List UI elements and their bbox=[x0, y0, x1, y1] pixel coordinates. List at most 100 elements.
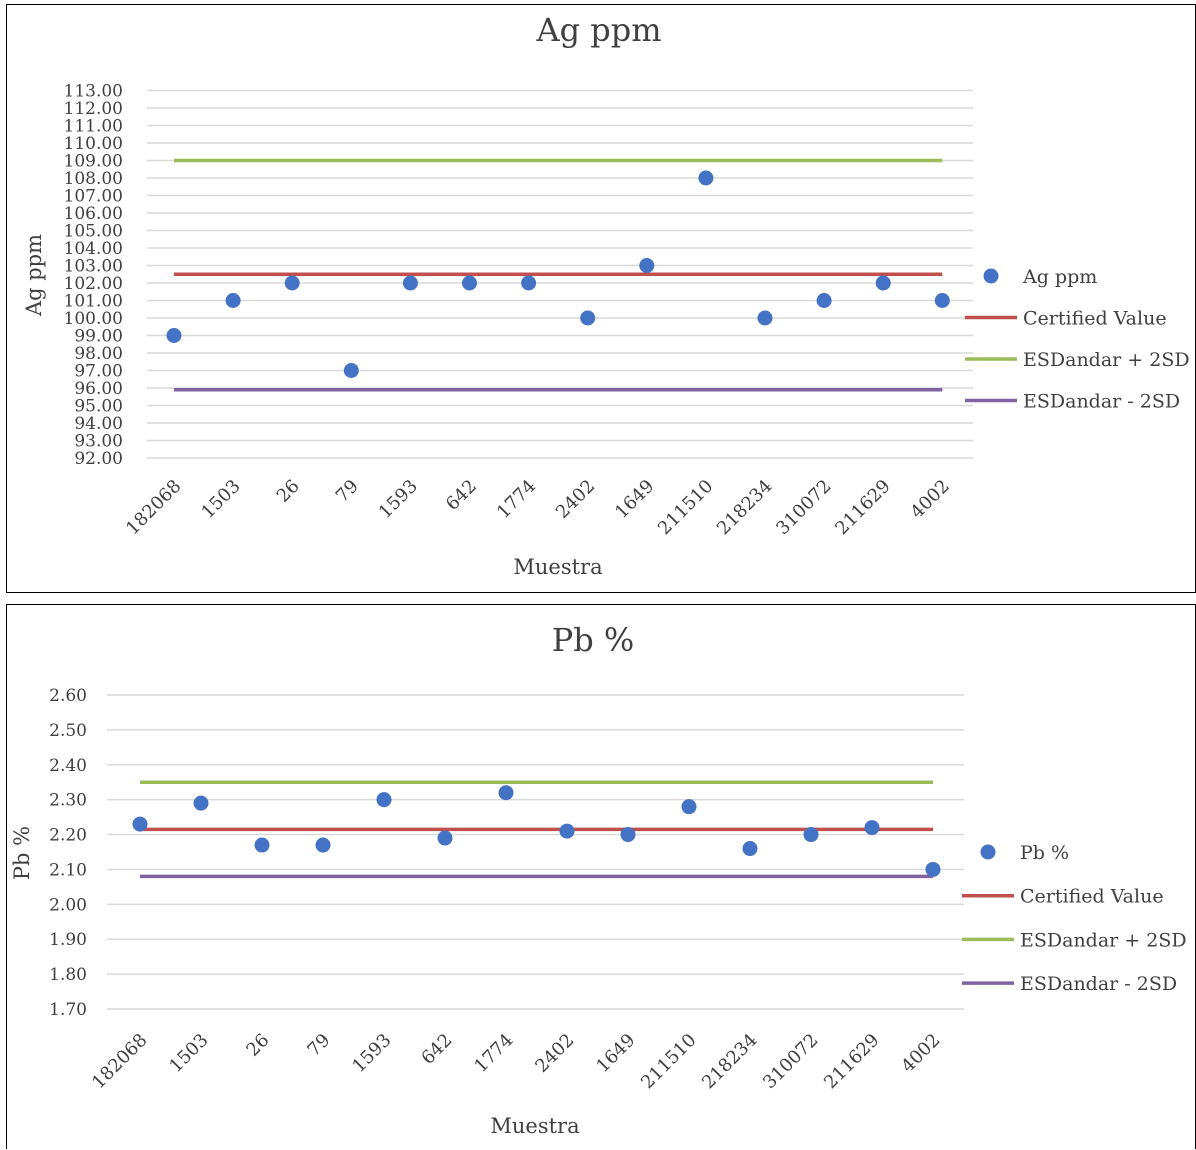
data-point bbox=[254, 837, 270, 853]
chart-title: Ag ppm bbox=[535, 11, 661, 49]
y-tick-label: 1.90 bbox=[49, 930, 87, 950]
x-tick-label: 310072 bbox=[759, 1030, 822, 1093]
data-point bbox=[803, 827, 819, 843]
data-point bbox=[193, 795, 209, 811]
y-axis-title: Ag ppm bbox=[22, 234, 46, 317]
ag-ppm-chart-panel: Ag ppm Ag ppm Muestra 92.00 93.00 94.00 95.… bbox=[6, 4, 1196, 593]
x-tick-label: 642 bbox=[417, 1030, 456, 1069]
y-tick-label: 2.50 bbox=[49, 721, 87, 741]
ag-ppm-chart: Ag ppm Ag ppm Muestra 92.0093.0094.0095.… bbox=[22, 11, 1190, 579]
data-point bbox=[816, 293, 832, 308]
data-point bbox=[559, 823, 575, 839]
x-tick-label: 79 bbox=[303, 1030, 334, 1061]
y-tick-label: 2.00 bbox=[49, 895, 87, 915]
y-tick-label: 102.00 bbox=[64, 274, 123, 294]
data-point bbox=[757, 310, 773, 326]
data-point bbox=[284, 275, 300, 291]
y-tick-label: 97.00 bbox=[74, 362, 123, 382]
data-point bbox=[639, 258, 655, 273]
y-tick-label: 106.00 bbox=[64, 204, 123, 224]
x-axis-title: Muestra bbox=[513, 555, 602, 579]
data-point bbox=[132, 816, 148, 832]
y-tick-label: 2.60 bbox=[49, 686, 87, 706]
data-point bbox=[166, 328, 182, 343]
x-tick-label: 218234 bbox=[713, 476, 776, 539]
data-point bbox=[580, 310, 596, 326]
y-tick-label: 103.00 bbox=[64, 257, 123, 277]
y-tick-label: 99.00 bbox=[74, 327, 123, 347]
data-point bbox=[225, 293, 241, 308]
data-point bbox=[343, 363, 359, 378]
x-tick-label: 211510 bbox=[637, 1030, 700, 1093]
data-point bbox=[925, 861, 941, 877]
data-point bbox=[462, 275, 477, 291]
data-point bbox=[376, 792, 392, 808]
y-tick-label: 104.00 bbox=[64, 239, 123, 259]
y-tick-label: 110.00 bbox=[64, 134, 123, 154]
x-tick-label: 1593 bbox=[375, 476, 422, 523]
x-tick-label: 1649 bbox=[592, 1030, 639, 1077]
legend-label: Certified Value bbox=[1023, 308, 1167, 330]
legend-marker bbox=[980, 844, 996, 860]
x-tick-label: 26 bbox=[273, 476, 304, 507]
y-tick-label: 1.70 bbox=[49, 1000, 87, 1020]
x-tick-label: 2402 bbox=[552, 476, 599, 523]
chart-title: Pb % bbox=[552, 621, 635, 659]
x-tick-label: 1593 bbox=[348, 1030, 395, 1077]
y-tick-label: 107.00 bbox=[64, 187, 123, 207]
data-point bbox=[402, 275, 418, 291]
x-tick-label: 310072 bbox=[772, 476, 835, 539]
x-tick-label: 211510 bbox=[654, 476, 717, 539]
y-tick-label: 94.00 bbox=[74, 414, 123, 434]
data-point bbox=[934, 293, 950, 308]
pb-percent-chart: Pb % Pb % Muestra 1.70 1.80 1.90 2.00 2.10 2.… bbox=[10, 621, 1187, 1138]
pb-percent-chart-panel: Pb % Pb % Muestra 1.70 1.80 1.90 2.00 2.10 2.… bbox=[6, 604, 1196, 1149]
y-tick-label: 109.00 bbox=[64, 152, 123, 172]
x-tick-label: 182068 bbox=[122, 476, 185, 539]
y-tick-label: 100.00 bbox=[64, 309, 123, 329]
y-tick-label: 98.00 bbox=[74, 344, 123, 364]
y-tick-label: 95.00 bbox=[74, 397, 123, 417]
y-tick-label: 105.00 bbox=[64, 222, 123, 242]
x-tick-label: 4002 bbox=[897, 1030, 944, 1077]
data-point bbox=[681, 799, 697, 815]
legend-label: ESDandar - 2SD bbox=[1020, 973, 1177, 995]
legend-label: Pb % bbox=[1020, 842, 1069, 864]
x-tick-label: 642 bbox=[442, 476, 481, 515]
data-point bbox=[742, 841, 758, 857]
y-tick-label: 96.00 bbox=[74, 379, 123, 399]
y-tick-label: 108.00 bbox=[64, 169, 123, 189]
x-tick-label: 1649 bbox=[611, 476, 658, 523]
x-tick-label: 26 bbox=[242, 1030, 273, 1061]
x-tick-label: 211629 bbox=[831, 476, 894, 539]
x-tick-label: 79 bbox=[332, 476, 363, 507]
y-tick-label: 2.10 bbox=[49, 860, 87, 880]
legend-marker bbox=[983, 268, 999, 284]
x-tick-label: 1503 bbox=[197, 476, 244, 523]
y-tick-label: 92.00 bbox=[74, 449, 123, 469]
data-point bbox=[315, 837, 331, 853]
data-point bbox=[698, 170, 714, 186]
y-tick-label: 101.00 bbox=[64, 292, 123, 312]
y-tick-label: 2.30 bbox=[49, 791, 87, 811]
y-tick-label: 93.00 bbox=[74, 432, 123, 452]
legend-label: ESDandar + 2SD bbox=[1020, 929, 1187, 951]
x-tick-label: 218234 bbox=[698, 1030, 761, 1093]
legend-label: ESDandar + 2SD bbox=[1023, 349, 1190, 371]
data-point bbox=[864, 820, 880, 836]
y-tick-label: 111.00 bbox=[64, 117, 123, 137]
y-axis-title: Pb % bbox=[10, 826, 34, 880]
x-tick-label: 1774 bbox=[470, 1030, 517, 1077]
x-tick-label: 2402 bbox=[531, 1030, 578, 1077]
x-tick-label: 1503 bbox=[165, 1030, 212, 1077]
x-tick-label: 211629 bbox=[820, 1030, 883, 1093]
legend-label: Ag ppm bbox=[1022, 266, 1097, 288]
y-tick-label: 113.00 bbox=[64, 82, 123, 102]
x-tick-label: 4002 bbox=[907, 476, 954, 523]
data-point bbox=[437, 830, 453, 846]
x-tick-label: 1774 bbox=[493, 476, 540, 523]
data-point bbox=[620, 827, 636, 843]
legend-label: Certified Value bbox=[1020, 886, 1164, 908]
y-tick-label: 2.20 bbox=[49, 826, 87, 846]
data-point bbox=[875, 275, 891, 291]
